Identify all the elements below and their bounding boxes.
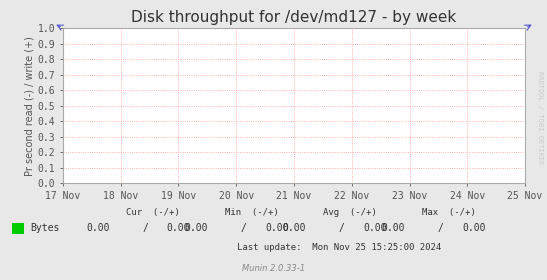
- Text: 0.00: 0.00: [265, 223, 289, 233]
- Text: /: /: [339, 223, 345, 233]
- Text: 0.00: 0.00: [364, 223, 387, 233]
- Text: Bytes: Bytes: [30, 223, 60, 233]
- Text: 0.00: 0.00: [381, 223, 405, 233]
- Text: 0.00: 0.00: [283, 223, 306, 233]
- Text: Cur  (-/+): Cur (-/+): [126, 208, 180, 217]
- Text: Avg  (-/+): Avg (-/+): [323, 208, 377, 217]
- Text: /: /: [241, 223, 246, 233]
- Text: RRDTOOL / TOBI OETIKER: RRDTOOL / TOBI OETIKER: [537, 71, 543, 164]
- Text: Min  (-/+): Min (-/+): [225, 208, 278, 217]
- Text: 0.00: 0.00: [86, 223, 109, 233]
- Y-axis label: Pr second read (-) / write (+): Pr second read (-) / write (+): [25, 36, 35, 176]
- Text: Last update:  Mon Nov 25 15:25:00 2024: Last update: Mon Nov 25 15:25:00 2024: [237, 243, 441, 252]
- Text: 0.00: 0.00: [167, 223, 190, 233]
- Text: /: /: [142, 223, 148, 233]
- Text: Max  (-/+): Max (-/+): [422, 208, 475, 217]
- Text: /: /: [438, 223, 443, 233]
- Title: Disk throughput for /dev/md127 - by week: Disk throughput for /dev/md127 - by week: [131, 10, 457, 25]
- Text: 0.00: 0.00: [462, 223, 486, 233]
- Text: Munin 2.0.33-1: Munin 2.0.33-1: [242, 264, 305, 273]
- Text: 0.00: 0.00: [184, 223, 208, 233]
